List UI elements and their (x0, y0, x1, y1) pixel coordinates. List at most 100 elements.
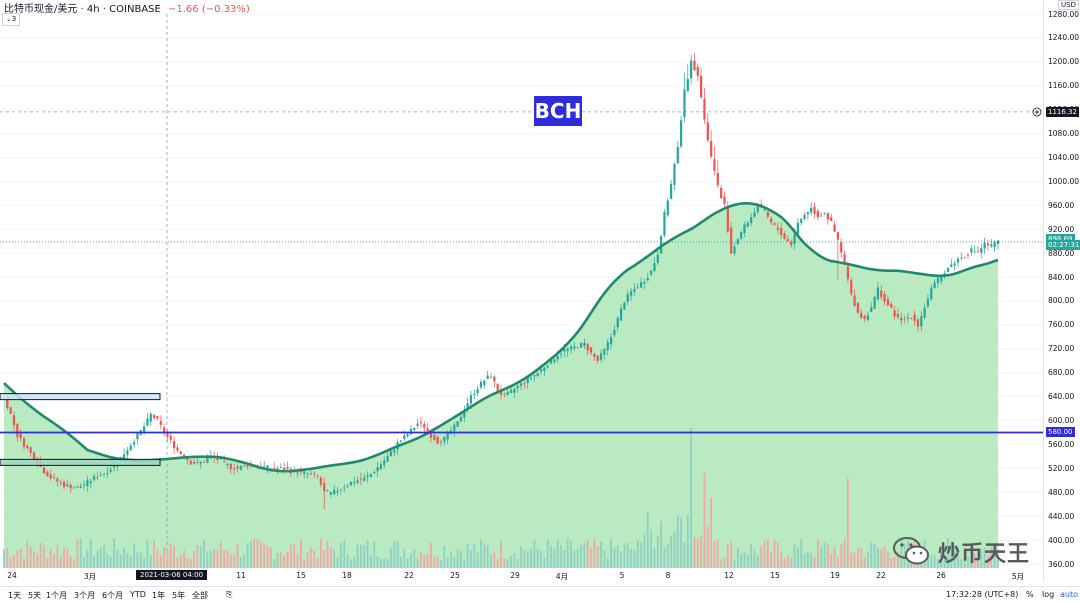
volume-bar (363, 545, 366, 568)
zone-rectangle[interactable] (0, 458, 161, 466)
candle (830, 217, 833, 221)
range-button[interactable]: 1年 (152, 591, 166, 600)
indicators-toggle[interactable]: ⌄3 (2, 13, 20, 26)
candle (42, 467, 46, 474)
candle (529, 377, 533, 379)
range-button[interactable]: 6个月 (102, 591, 124, 600)
symbol-legend[interactable]: 比特币现金/美元 · 4h · COINBASE −1.66 (−0.33%) (4, 4, 250, 15)
volume-bar (446, 558, 449, 568)
volume-bar (610, 538, 612, 568)
candle (910, 318, 913, 320)
chart-header: 比特币现金/美元 · 4h · COINBASE −1.66 (−0.33%) … (0, 0, 1040, 26)
candle (336, 490, 339, 493)
range-button[interactable]: YTD (130, 590, 146, 599)
candle (6, 398, 9, 408)
calendar-icon[interactable]: ⎘ (226, 590, 233, 599)
bch-text-label[interactable]: BCH (534, 96, 582, 126)
candle (780, 228, 783, 236)
volume-bar (863, 557, 866, 568)
ma-curve[interactable] (3, 202, 999, 473)
volume-bar (13, 554, 15, 568)
candle (146, 418, 149, 426)
candle (603, 348, 606, 355)
candle (383, 460, 386, 466)
candle (983, 242, 986, 249)
range-button[interactable]: 1个月 (46, 591, 68, 600)
volume-bar (153, 540, 156, 568)
candle (950, 264, 953, 267)
volume-bar (490, 554, 492, 568)
candle (102, 473, 106, 475)
volume-bar (69, 556, 72, 568)
price-tick: 1000.00 (1048, 176, 1080, 186)
volume-bar (500, 540, 502, 568)
volume-bar (540, 550, 542, 568)
volume-bar (386, 559, 389, 568)
volume-bar (199, 545, 202, 568)
volume-bar (600, 541, 602, 568)
candle (386, 456, 389, 462)
volume-bar (353, 556, 356, 568)
candle (803, 214, 806, 219)
volume-bar (800, 538, 803, 568)
volume-bar (990, 547, 993, 568)
range-button[interactable]: 5年 (172, 591, 186, 600)
range-button[interactable]: 5天 (28, 591, 42, 600)
volume-bar (740, 553, 743, 568)
range-button[interactable]: 1天 (8, 591, 22, 600)
candle (960, 257, 963, 259)
candle (743, 224, 746, 234)
volume-bar (810, 552, 813, 568)
watermark-text: 炒币天王 (938, 542, 1031, 567)
volume-bar (850, 552, 853, 568)
candle (933, 282, 936, 289)
price-chart[interactable] (0, 0, 1043, 582)
candle (173, 441, 176, 449)
volume-bar (503, 558, 506, 568)
candle (593, 354, 596, 357)
range-button[interactable]: 3个月 (74, 591, 96, 600)
volume-bar (433, 556, 436, 568)
zone-rectangle[interactable] (0, 393, 161, 401)
add-alert-icon[interactable] (1032, 107, 1042, 117)
clock-display[interactable]: 17:32:28 (UTC+8) (946, 590, 1019, 599)
volume-bar (116, 550, 119, 568)
volume-bar (877, 548, 879, 568)
log-toggle[interactable]: log (1042, 590, 1055, 599)
volume-bar (750, 543, 753, 568)
percent-toggle[interactable]: % (1026, 590, 1034, 599)
currency-label[interactable]: USD (1058, 0, 1079, 10)
candle (536, 372, 539, 377)
candle (223, 460, 226, 462)
volume-bar (953, 546, 956, 568)
volume-bar (273, 559, 276, 568)
candle (639, 282, 643, 288)
candle (446, 432, 449, 440)
candle (676, 147, 679, 164)
volume-bar (256, 539, 259, 568)
volume-bar (893, 556, 896, 568)
volume-bar (26, 540, 29, 568)
candle (156, 416, 159, 419)
volume-bar (496, 558, 499, 568)
price-axis[interactable]: 1280.001240.001200.001160.001120.001080.… (1043, 0, 1080, 582)
time-tick: 15 (770, 571, 780, 580)
candle (596, 355, 599, 361)
time-axis[interactable]: 243月81115182225294月5812151922265月2021-03… (0, 568, 1043, 582)
price-tick: 480.00 (1048, 487, 1075, 497)
volume-bar (573, 550, 576, 568)
candle (153, 415, 156, 419)
candle (513, 389, 516, 393)
price-tick: 1040.00 (1048, 152, 1080, 162)
auto-toggle[interactable]: auto (1060, 590, 1079, 599)
chevron-down-icon: ⌄ (5, 15, 12, 23)
candle (219, 458, 222, 460)
candle (526, 377, 529, 384)
candle (343, 487, 346, 489)
range-button[interactable]: 全部 (192, 591, 208, 600)
volume-bar (646, 511, 649, 568)
candle (509, 389, 513, 393)
candle (283, 467, 286, 471)
candle (366, 475, 369, 478)
time-tick: 29 (510, 571, 520, 580)
